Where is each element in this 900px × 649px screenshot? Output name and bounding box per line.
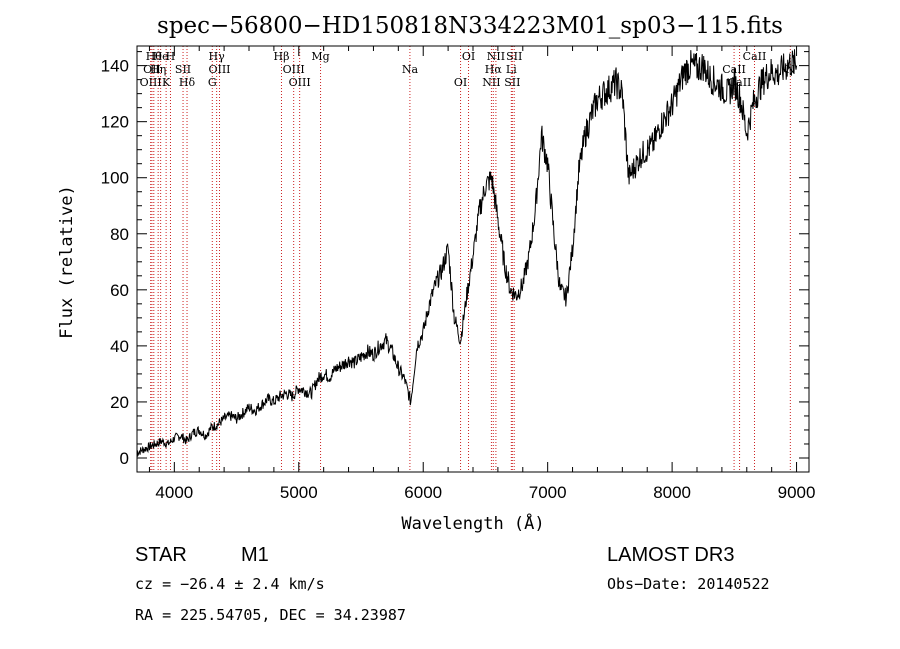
spectrum-series (136, 49, 798, 458)
line-id-label: SII (175, 63, 191, 76)
x-tick-label: 4000 (155, 483, 193, 502)
line-id-label: H (166, 50, 176, 63)
line-id-label: OIII (283, 63, 305, 76)
line-id-label: K (162, 76, 171, 89)
line-id-label: SII (506, 50, 522, 63)
survey-name: LAMOST DR3 (607, 544, 734, 566)
line-id-label: Hη (150, 63, 166, 76)
line-id-label: SII (504, 76, 520, 89)
line-id-label: CaII (728, 76, 752, 89)
y-tick-label: 100 (101, 169, 129, 188)
redshift-cz: cz = −26.4 ± 2.4 km/s (135, 575, 325, 593)
spectrum-line (136, 49, 798, 458)
coordinates: RA = 225.54705, DEC = 34.23987 (135, 606, 406, 624)
line-id-label: Li (506, 63, 517, 76)
object-class: STAR (135, 544, 187, 566)
observation-date: Obs−Date: 20140522 (607, 575, 770, 593)
y-tick-label: 40 (110, 337, 129, 356)
line-id-label: OI (462, 50, 475, 63)
y-tick-label: 80 (110, 225, 129, 244)
line-id-label: NII (482, 76, 500, 89)
object-subclass: M1 (241, 544, 269, 566)
x-tick-label: 7000 (529, 483, 567, 502)
line-id-label: CaII (722, 63, 746, 76)
y-tick-label: 120 (101, 113, 129, 132)
y-axis-label: Flux (relative) (57, 185, 77, 339)
y-tick-label: 60 (110, 281, 129, 300)
line-id-label: OIII (208, 63, 230, 76)
line-id-label: Mg (311, 50, 329, 63)
line-id-label: CaII (743, 50, 767, 63)
y-tick-label: 140 (101, 57, 129, 76)
line-id-label: Hγ (209, 50, 226, 63)
line-id-label: Hθ (146, 50, 163, 63)
x-tick-label: 5000 (280, 483, 318, 502)
y-tick-label: 20 (110, 393, 129, 412)
line-id-label: OIII (289, 76, 311, 89)
chart-title: spec−56800−HD150818N334223M01_sp03−115.f… (157, 13, 783, 39)
line-id-labels: HθOIIOIIIHeHηKHSIIHδHγOIIIGHβOIIIOIIIMgN… (140, 50, 796, 89)
x-tick-label: 6000 (404, 483, 442, 502)
axis-ticks: 4000 5000 6000 7000 8000 9000 0 20 40 60 80 100 120 1… (101, 46, 816, 502)
line-id-label: Na (402, 63, 419, 76)
x-tick-label: 9000 (778, 483, 816, 502)
line-id-label: OI (454, 76, 467, 89)
y-tick-label: 0 (120, 449, 129, 468)
x-tick-label: 8000 (653, 483, 691, 502)
line-id-label: G (208, 76, 217, 89)
line-id-label: Hβ (274, 50, 290, 63)
line-id-label: Hδ (179, 76, 196, 89)
line-id-label: OII (143, 63, 161, 76)
line-id-label: NII (487, 50, 505, 63)
x-axis-label: Wavelength (Å) (401, 512, 544, 534)
line-id-label: N (786, 63, 796, 76)
line-id-label: He (153, 50, 169, 63)
line-id-label: OIII (140, 76, 162, 89)
line-id-label: Hα (485, 63, 503, 76)
